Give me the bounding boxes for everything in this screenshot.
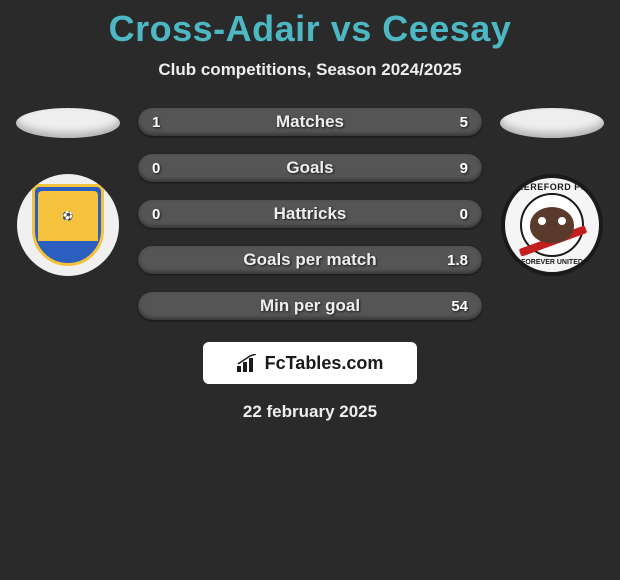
player-silhouette-right <box>500 108 604 138</box>
stat-row-goals-per-match: Goals per match 1.8 <box>138 246 482 274</box>
stat-label: Goals <box>286 158 333 178</box>
left-column: ⚽ <box>8 108 128 276</box>
stat-right-value: 0 <box>460 206 468 223</box>
stat-row-goals: 0 Goals 9 <box>138 154 482 182</box>
stat-right-value: 54 <box>451 298 468 315</box>
crest-text-top: HEREFORD FC <box>505 182 599 192</box>
stat-right-value: 5 <box>460 114 468 131</box>
stat-label: Min per goal <box>260 296 360 316</box>
page-title: Cross-Adair vs Ceesay <box>0 0 620 50</box>
fctables-label: FcTables.com <box>265 353 384 374</box>
stat-right-value: 9 <box>460 160 468 177</box>
stats-panel: 1 Matches 5 0 Goals 9 0 Hattricks 0 Goal… <box>128 108 492 320</box>
stat-label: Hattricks <box>274 204 347 224</box>
stat-left-value: 0 <box>152 206 160 223</box>
right-column: HEREFORD FC FOREVER UNITED <box>492 108 612 276</box>
club-crest-left: ⚽ <box>17 174 119 276</box>
club-crest-right: HEREFORD FC FOREVER UNITED <box>501 174 603 276</box>
stat-left-value: 0 <box>152 160 160 177</box>
stat-row-min-per-goal: Min per goal 54 <box>138 292 482 320</box>
shield-icon: ⚽ <box>32 184 104 266</box>
shield-emblem: ⚽ <box>38 191 98 241</box>
bull-icon <box>530 207 574 243</box>
crest-text-bottom: FOREVER UNITED <box>505 259 599 266</box>
stat-label: Goals per match <box>243 250 376 270</box>
stat-row-hattricks: 0 Hattricks 0 <box>138 200 482 228</box>
main-row: ⚽ 1 Matches 5 0 Goals 9 0 Hattricks 0 Go… <box>0 108 620 320</box>
player-silhouette-left <box>16 108 120 138</box>
stat-label: Matches <box>276 112 344 132</box>
stat-right-value: 1.8 <box>447 252 468 269</box>
subtitle: Club competitions, Season 2024/2025 <box>0 60 620 80</box>
stat-left-value: 1 <box>152 114 160 131</box>
date-label: 22 february 2025 <box>0 402 620 422</box>
crest-center <box>520 193 584 257</box>
stat-row-matches: 1 Matches 5 <box>138 108 482 136</box>
chart-icon <box>237 354 259 372</box>
fctables-badge: FcTables.com <box>203 342 417 384</box>
